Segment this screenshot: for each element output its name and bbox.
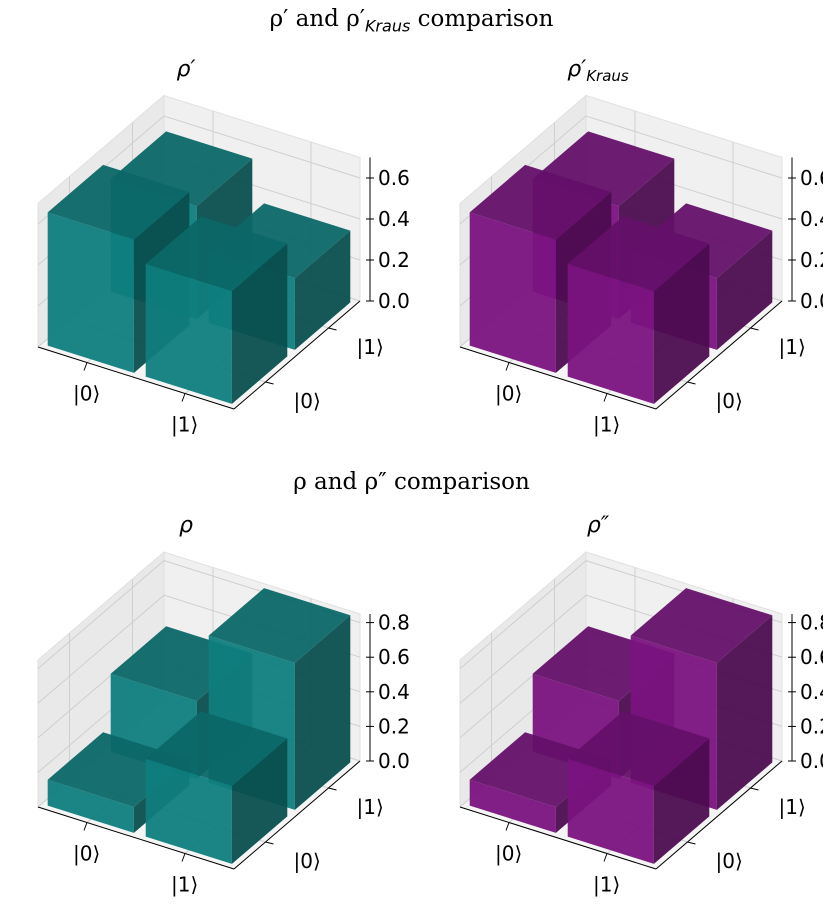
- y-tick-label: |0⟩: [716, 849, 743, 873]
- row2-suptitle-tail: comparison: [386, 469, 530, 495]
- y-tick: [328, 327, 337, 331]
- x-tick: [603, 853, 608, 862]
- y-tick: [687, 841, 696, 845]
- y-axis-line: [233, 760, 361, 870]
- y-tick-label: |0⟩: [716, 389, 743, 413]
- z-tick-label: 0.2: [378, 248, 410, 272]
- y-tick-label: |0⟩: [294, 389, 321, 413]
- y-tick: [265, 381, 274, 385]
- z-tick-label: 0.4: [800, 207, 823, 231]
- z-tick-label: 0.8: [378, 611, 410, 635]
- z-tick-label: 0.2: [378, 714, 410, 738]
- x-axis-line: [459, 806, 657, 870]
- x-tick: [505, 822, 510, 831]
- x-tick-label: |0⟩: [495, 842, 522, 866]
- z-tick-label: 0.6: [378, 166, 410, 190]
- y-tick-label: |1⟩: [357, 335, 384, 359]
- y-tick-label: |1⟩: [779, 795, 806, 819]
- z-tick-label: 0.6: [800, 166, 823, 190]
- z-tick-label: 0.6: [800, 645, 823, 669]
- x-axis-line: [37, 806, 235, 870]
- x-tick: [83, 822, 88, 831]
- row1-suptitle-main: ρ′ and ρ′: [269, 6, 365, 32]
- row1-suptitle-sub: Kraus: [364, 16, 411, 36]
- y-tick: [328, 787, 337, 791]
- z-tick-label: 0.4: [378, 207, 410, 231]
- y-tick-label: |1⟩: [357, 795, 384, 819]
- y-tick-label: |1⟩: [779, 335, 806, 359]
- bar-1-0: [567, 711, 710, 864]
- y-tick: [750, 787, 759, 791]
- x-tick: [603, 393, 608, 402]
- panel-title: ρ: [179, 513, 193, 538]
- z-tick-label: 0.4: [378, 680, 410, 704]
- x-tick-label: |1⟩: [593, 413, 620, 437]
- y-axis-line: [233, 300, 361, 410]
- x-tick-label: |1⟩: [593, 873, 620, 897]
- x-tick-label: |0⟩: [73, 382, 100, 406]
- x-tick-label: |1⟩: [171, 413, 198, 437]
- z-tick-label: 0.0: [378, 749, 410, 773]
- x-tick-label: |0⟩: [73, 842, 100, 866]
- x-tick: [83, 362, 88, 371]
- row2-suptitle-main: ρ and ρ″: [293, 469, 387, 495]
- y-axis-line: [655, 300, 783, 410]
- y-axis-line: [655, 760, 783, 870]
- z-tick-label: 0.0: [378, 289, 410, 313]
- bar-1-0: [145, 216, 288, 404]
- z-tick-label: 0.2: [800, 248, 823, 272]
- x-tick: [181, 393, 186, 402]
- bar-1-0: [567, 216, 710, 404]
- z-tick-label: 0.4: [800, 680, 823, 704]
- y-tick: [687, 381, 696, 385]
- x-axis-line: [37, 346, 235, 410]
- y-tick: [750, 327, 759, 331]
- x-axis-line: [459, 346, 657, 410]
- z-tick-label: 0.8: [800, 611, 823, 635]
- y-tick-label: |0⟩: [294, 849, 321, 873]
- row2-suptitle: ρ and ρ″ comparison: [0, 469, 823, 499]
- z-tick-label: 0.0: [800, 289, 823, 313]
- z-tick-label: 0.2: [800, 714, 823, 738]
- z-tick-label: 0.6: [378, 645, 410, 669]
- panel-title: ρ″: [587, 513, 610, 538]
- x-tick: [505, 362, 510, 371]
- z-tick-label: 0.0: [800, 749, 823, 773]
- row1-suptitle-tail: comparison: [410, 6, 554, 32]
- x-tick-label: |1⟩: [171, 873, 198, 897]
- x-tick-label: |0⟩: [495, 382, 522, 406]
- row1-suptitle: ρ′ and ρ′Kraus comparison: [0, 6, 823, 36]
- x-tick: [181, 853, 186, 862]
- y-tick: [265, 841, 274, 845]
- bar-1-0: [145, 711, 288, 864]
- panel-title: ρ′: [177, 57, 196, 82]
